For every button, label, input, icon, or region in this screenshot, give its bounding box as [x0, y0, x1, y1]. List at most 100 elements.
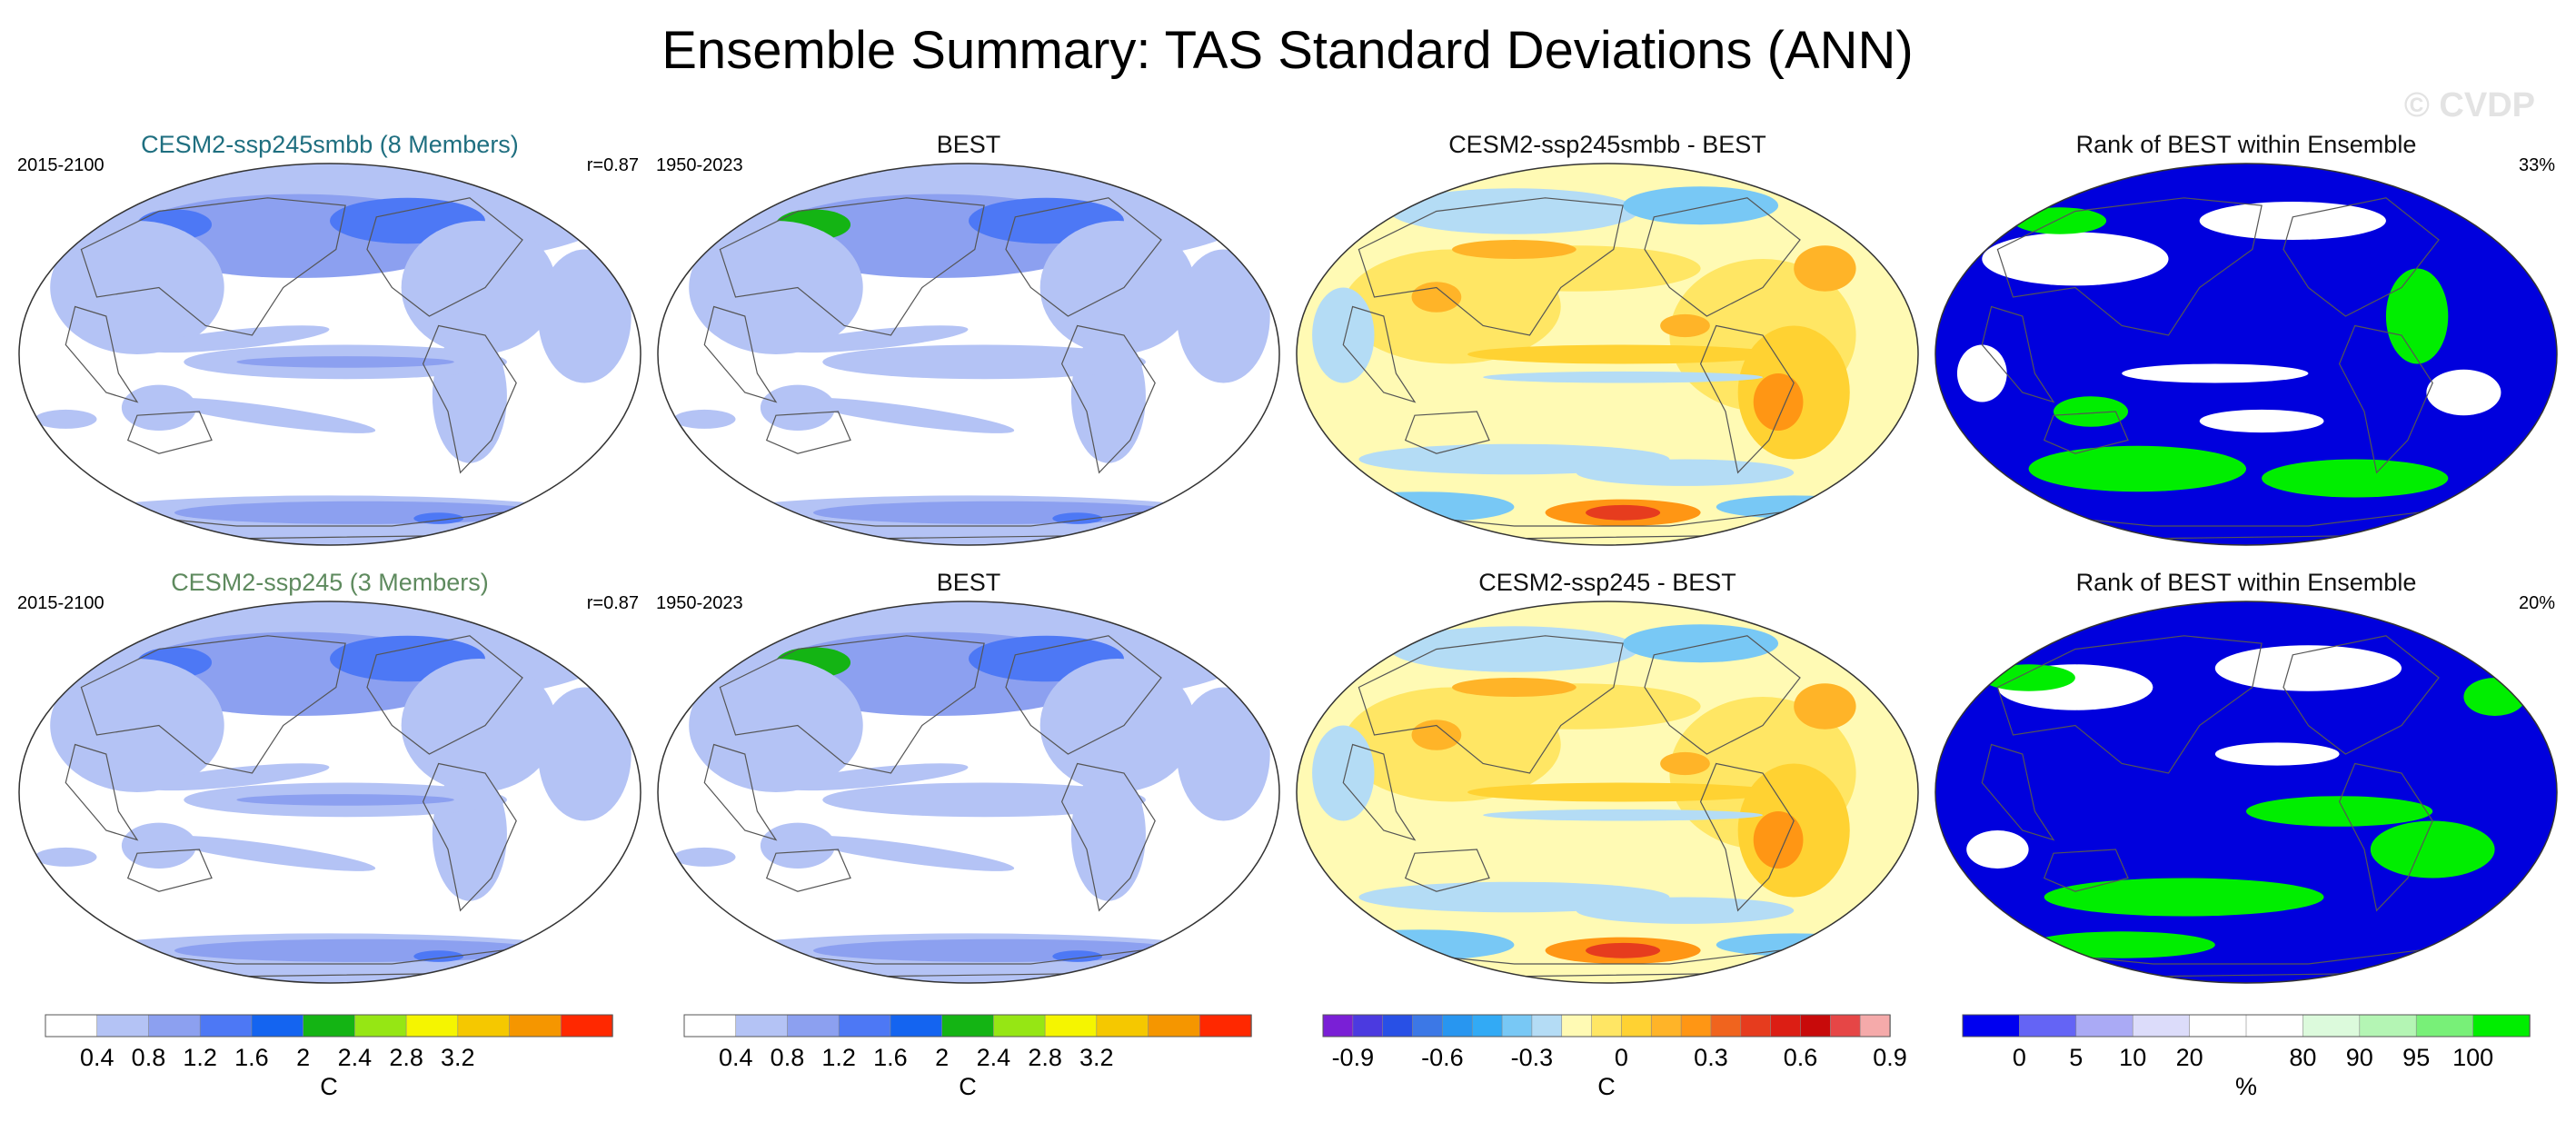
map-border	[1934, 163, 2558, 546]
field-region	[760, 822, 835, 869]
coastline	[80, 197, 346, 336]
coastline	[1404, 411, 1490, 454]
field-region	[1576, 459, 1795, 486]
field-region	[1753, 811, 1804, 869]
colorbar: 0.4 0.8 1.2 1.6 2 2.4 2.8 3.2 C	[683, 1014, 1252, 1100]
field-region	[2122, 363, 2309, 383]
colorbar-swatch	[2472, 1014, 2531, 1038]
colorbar-tick-label: 20	[2176, 1044, 2203, 1071]
colorbar-swatch	[941, 1014, 995, 1038]
field-region	[2199, 202, 2386, 240]
field-region	[174, 938, 548, 962]
map-border	[18, 163, 642, 546]
field-region	[1956, 344, 2007, 402]
coastline	[2283, 197, 2440, 317]
colorbar-swatch	[1096, 1014, 1149, 1038]
colorbar-frame	[683, 1014, 1252, 1038]
colorbar-swatch	[148, 1014, 201, 1038]
field-region	[822, 344, 1146, 380]
map-field	[19, 601, 641, 983]
colorbar-swatch	[1531, 1014, 1563, 1038]
field-region	[2463, 678, 2526, 716]
colorbar-swatch	[45, 1014, 98, 1038]
colorbar-tick-label: 1.2	[821, 1044, 856, 1071]
map-field	[19, 164, 641, 545]
field-region	[1312, 287, 1375, 383]
map-border	[18, 601, 642, 984]
colorbar-tick-label: 80	[2289, 1044, 2316, 1071]
colorbar-tick-label: 1.6	[873, 1044, 908, 1071]
coastline	[1342, 743, 1417, 841]
colorbar-swatch	[199, 1014, 253, 1038]
coastline	[2043, 849, 2129, 892]
coastline	[65, 743, 139, 841]
field-region	[1039, 659, 1196, 792]
map-panel: CESM2-ssp245smbb - BEST	[1296, 131, 1919, 546]
colorbar-tick-label: -0.9	[1332, 1044, 1375, 1071]
colorbar-swatch	[1710, 1014, 1742, 1038]
field-region	[1052, 512, 1103, 524]
colorbar-swatch	[890, 1014, 943, 1038]
colorbar-swatch	[509, 1014, 562, 1038]
cvdp-watermark: © CVDP	[2404, 86, 2535, 124]
colorbar-tick-label: 2	[296, 1044, 310, 1071]
colorbar-tick-label: 2	[935, 1044, 949, 1071]
colorbar-swatch	[1591, 1014, 1623, 1038]
colorbar-frame	[1962, 1014, 2531, 1038]
field-region	[812, 938, 1187, 962]
colorbar: -0.9 -0.6 -0.3 0 0.3 0.6 0.9 C	[1322, 1014, 1907, 1100]
colorbar-swatch	[1471, 1014, 1503, 1038]
map-border	[1296, 601, 1919, 984]
panel-title: CESM2-ssp245smbb (8 Members)	[141, 131, 519, 158]
colorbar-swatch	[457, 1014, 511, 1038]
colorbar-unit-label: C	[320, 1073, 338, 1100]
colorbar-tick-label: 0.6	[1784, 1044, 1818, 1071]
field-region	[689, 659, 863, 792]
map-border	[657, 163, 1280, 546]
field-region	[673, 409, 736, 429]
colorbar-swatch	[2359, 1014, 2418, 1038]
field-region	[782, 763, 969, 791]
panel-title: CESM2-ssp245smbb - BEST	[1448, 131, 1766, 158]
colorbar-swatch	[2415, 1014, 2474, 1038]
map-panel: BEST 1950-2023	[656, 131, 1280, 546]
field-region	[1467, 344, 1779, 364]
field-region	[2028, 445, 2246, 492]
colorbar-swatch	[1442, 1014, 1474, 1038]
colorbar: 0 5 10 20 80 90 95 100%	[1962, 1014, 2531, 1100]
colorbar-tick-label: 0	[1615, 1044, 1628, 1071]
field-region	[413, 512, 464, 524]
field-region	[1411, 720, 1462, 750]
field-region	[1452, 678, 1576, 697]
coastline	[765, 411, 851, 454]
map-field	[1935, 601, 2557, 983]
coastline	[2283, 635, 2440, 755]
field-region	[160, 835, 376, 871]
colorbar-tick-label: 2.8	[1028, 1044, 1062, 1071]
colorbar-swatch	[1044, 1014, 1098, 1038]
coastline	[65, 305, 139, 403]
colorbar-tick-label: 1.2	[183, 1044, 217, 1071]
field-region	[1389, 188, 1639, 234]
colorbar-swatch	[1322, 1014, 1354, 1038]
field-region	[799, 397, 1015, 433]
field-region	[2044, 878, 2324, 917]
field-region	[2214, 742, 2340, 766]
field-region	[50, 221, 224, 354]
coastline	[422, 762, 517, 912]
colorbar-swatch	[96, 1014, 150, 1038]
field-region	[1660, 751, 1710, 776]
field-region	[1312, 725, 1375, 821]
colorbar-tick-label: 3.2	[441, 1044, 475, 1071]
field-region	[2246, 796, 2433, 827]
coastline	[703, 743, 778, 841]
field-region	[1794, 245, 1856, 292]
colorbar-swatch	[405, 1014, 459, 1038]
coastline	[1005, 197, 1162, 317]
coastline	[126, 411, 213, 454]
field-region	[144, 325, 330, 353]
panel-period-label: 1950-2023	[656, 155, 743, 175]
coastline	[1060, 324, 1156, 474]
colorbar-frame	[45, 1014, 613, 1038]
coastline	[80, 635, 346, 774]
